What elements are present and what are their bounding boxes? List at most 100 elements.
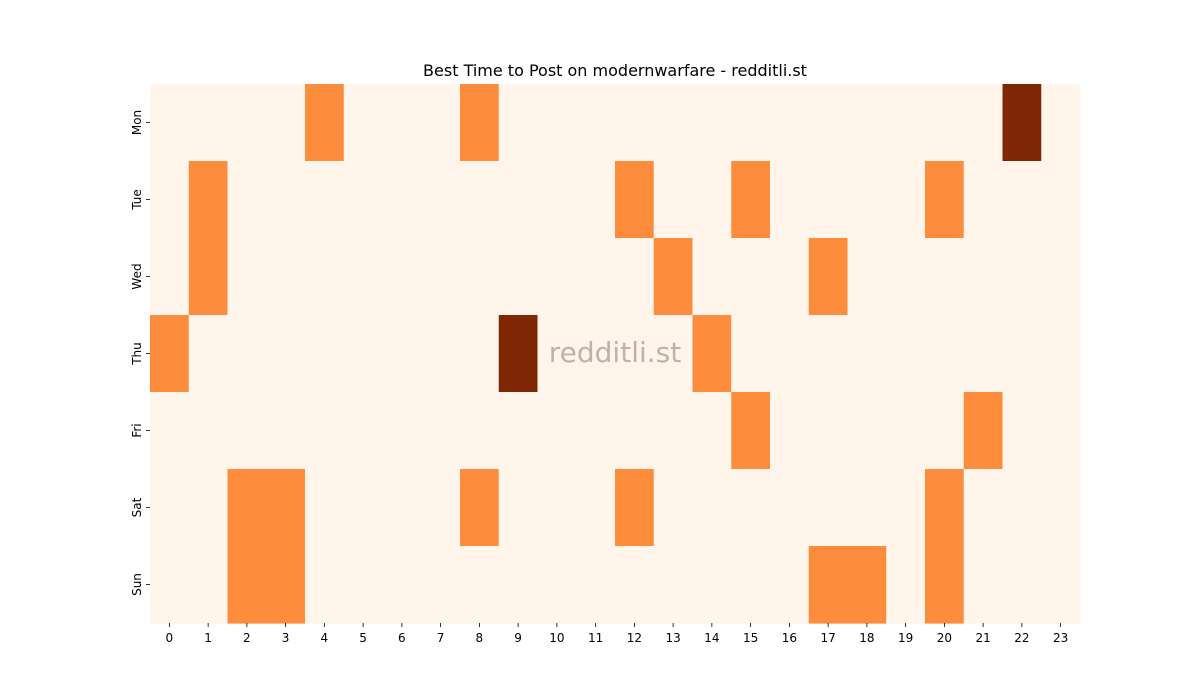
heatmap-cell-fri-9 (498, 392, 539, 470)
heatmap-cell-mon-9 (498, 84, 539, 162)
heatmap-cell-wed-1 (188, 238, 229, 316)
heatmap-cell-tue-21 (963, 161, 1004, 239)
heatmap-cell-sat-15 (731, 469, 771, 547)
heatmap-cell-sat-1 (188, 469, 229, 547)
heatmap-cell-sat-14 (692, 469, 732, 547)
heatmap-cell-thu-21 (963, 315, 1004, 393)
x-tick-label: 15 (743, 631, 758, 645)
heatmap-cell-tue-1 (188, 161, 229, 239)
heatmap-cell-fri-12 (615, 392, 655, 470)
heatmap-cell-tue-5 (343, 161, 384, 239)
x-tick-label: 4 (321, 631, 329, 645)
heatmap-cell-thu-4 (305, 315, 345, 393)
y-tick-label: Wed (130, 263, 144, 289)
heatmap-cell-sat-7 (421, 469, 461, 547)
heatmap-cell-fri-0 (150, 392, 190, 470)
heatmap-cell-mon-1 (188, 84, 229, 162)
heatmap-cell-thu-16 (770, 315, 810, 393)
y-axis-ticks: Mon Tue Wed Thu Fri Sat Sun (130, 110, 150, 596)
heatmap-cell-fri-7 (421, 392, 461, 470)
x-tick-label: 1 (204, 631, 212, 645)
heatmap-cell-mon-15 (731, 84, 771, 162)
heatmap-cell-fri-4 (305, 392, 345, 470)
heatmap-cell-wed-10 (537, 238, 577, 316)
y-tick-label: Sun (130, 573, 144, 596)
heatmap-cell-sat-21 (963, 469, 1004, 547)
heatmap-cell-thu-10 (537, 315, 577, 393)
heatmap-cell-sun-9 (498, 546, 539, 624)
heatmap-cell-tue-8 (460, 161, 500, 239)
heatmap-cell-tue-16 (770, 161, 810, 239)
heatmap-cell-wed-5 (343, 238, 384, 316)
x-tick-label: 3 (282, 631, 290, 645)
heatmap-cell-fri-14 (692, 392, 732, 470)
heatmap-cell-sun-4 (305, 546, 345, 624)
heatmap-cell-sun-1 (188, 546, 229, 624)
heatmap-cell-wed-19 (886, 238, 926, 316)
x-tick-label: 2 (243, 631, 251, 645)
heatmap-cell-mon-12 (615, 84, 655, 162)
heatmap-cell-sun-20 (925, 546, 965, 624)
heatmap-cell-wed-9 (498, 238, 539, 316)
heatmap-cell-fri-13 (653, 392, 694, 470)
heatmap-cell-sat-13 (653, 469, 694, 547)
heatmap-cell-thu-8 (460, 315, 500, 393)
heatmap-cell-sat-2 (227, 469, 267, 547)
x-tick-label: 10 (549, 631, 564, 645)
heatmap-cell-sat-11 (576, 469, 616, 547)
heatmap-cell-tue-6 (382, 161, 422, 239)
heatmap-cell-wed-20 (925, 238, 965, 316)
heatmap-cell-wed-7 (421, 238, 461, 316)
heatmap-cell-sat-22 (1002, 469, 1042, 547)
heatmap-cell-wed-21 (963, 238, 1004, 316)
heatmap-cell-thu-19 (886, 315, 926, 393)
heatmap-cell-wed-18 (847, 238, 887, 316)
heatmap-cell-sat-3 (266, 469, 306, 547)
x-tick-label: 17 (820, 631, 835, 645)
heatmap-cell-mon-20 (925, 84, 965, 162)
heatmap-cell-tue-20 (925, 161, 965, 239)
heatmap-cell-thu-7 (421, 315, 461, 393)
heatmap-cell-tue-15 (731, 161, 771, 239)
heatmap-cell-thu-11 (576, 315, 616, 393)
x-tick-label: 20 (937, 631, 952, 645)
heatmap-cell-sat-4 (305, 469, 345, 547)
x-tick-label: 19 (898, 631, 913, 645)
heatmap-cell-thu-1 (188, 315, 229, 393)
heatmap-cell-thu-14 (692, 315, 732, 393)
heatmap-cell-wed-3 (266, 238, 306, 316)
x-tick-label: 13 (665, 631, 680, 645)
heatmap-cell-tue-13 (653, 161, 694, 239)
heatmap-cell-sun-13 (653, 546, 694, 624)
x-tick-label: 14 (704, 631, 719, 645)
heatmap-cell-sun-19 (886, 546, 926, 624)
heatmap-cell-thu-9 (498, 315, 539, 393)
heatmap-cell-mon-11 (576, 84, 616, 162)
heatmap-cell-tue-0 (150, 161, 190, 239)
x-tick-label: 12 (627, 631, 642, 645)
heatmap-cell-fri-19 (886, 392, 926, 470)
heatmap-cell-sun-8 (460, 546, 500, 624)
heatmap-cell-fri-11 (576, 392, 616, 470)
heatmap-cell-sat-23 (1041, 469, 1081, 547)
heatmap-cell-wed-2 (227, 238, 267, 316)
heatmap-cell-sat-8 (460, 469, 500, 547)
x-tick-label: 0 (166, 631, 174, 645)
heatmap-cell-sun-12 (615, 546, 655, 624)
y-tick-label: Tue (130, 189, 144, 211)
heatmap-cell-wed-8 (460, 238, 500, 316)
heatmap-cell-sun-7 (421, 546, 461, 624)
heatmap-cell-thu-3 (266, 315, 306, 393)
heatmap-cell-mon-18 (847, 84, 887, 162)
heatmap-cell-sat-0 (150, 469, 190, 547)
heatmap-cell-mon-17 (808, 84, 849, 162)
heatmap-cell-mon-5 (343, 84, 384, 162)
heatmap-cell-thu-23 (1041, 315, 1081, 393)
heatmap-cell-mon-19 (886, 84, 926, 162)
heatmap-cell-wed-13 (653, 238, 694, 316)
heatmap-cell-sun-21 (963, 546, 1004, 624)
heatmap-cell-mon-0 (150, 84, 190, 162)
heatmap-cell-wed-14 (692, 238, 732, 316)
x-tick-label: 6 (398, 631, 406, 645)
